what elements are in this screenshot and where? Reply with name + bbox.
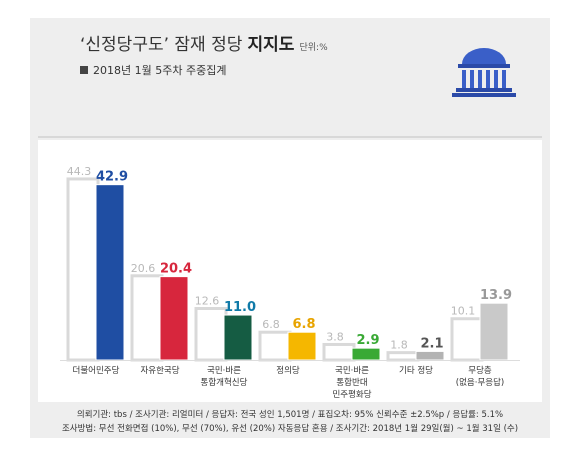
category-label: 자유한국당	[140, 365, 179, 376]
chart-title: ‘신정당구도’ 잠재 정당 지지도 단위:%	[80, 30, 328, 55]
bar-current	[95, 184, 125, 361]
category-label: 국민·바른	[207, 365, 241, 376]
bar-current	[415, 350, 445, 361]
value-label-prev: 6.8	[262, 318, 280, 331]
square-bullet-icon	[80, 66, 88, 74]
national-assembly-icon	[448, 40, 520, 106]
value-label-prev: 10.1	[451, 305, 476, 318]
bar-current	[287, 331, 317, 361]
footnote-line-1: 의뢰기관: tbs / 조사기관: 리얼미터 / 응답자: 전국 성인 1,50…	[76, 410, 504, 420]
value-label-prev: 1.8	[390, 339, 408, 352]
bar-prev	[258, 330, 292, 362]
category-label: 국민·바른	[335, 365, 369, 376]
footnote-line-2: 조사방법: 무선 전화면접 (10%), 무선 (70%), 유선 (20%) …	[61, 424, 519, 434]
value-label-current: 42.9	[96, 170, 128, 185]
category-label: 기타 정당	[399, 365, 433, 376]
unit-label: 단위:%	[299, 43, 328, 53]
value-label-current: 2.1	[420, 336, 443, 351]
category-label: 정의당	[276, 365, 300, 376]
category-label: 더불어민주당	[73, 365, 120, 376]
title-main: ‘신정당구도’ 잠재 정당	[80, 35, 243, 55]
chart-subtitle: 2018년 1월 5주차 주중집계	[80, 62, 226, 78]
bar-current	[479, 302, 509, 361]
category-label: 통합반대	[336, 377, 367, 388]
bar-prev	[450, 317, 484, 362]
value-label-current: 11.0	[224, 300, 256, 315]
value-label-current: 2.9	[356, 333, 379, 348]
category-label: 통합개혁신당	[201, 377, 248, 388]
bar-prev	[66, 177, 100, 362]
bar-prev	[386, 351, 420, 362]
value-label-prev: 3.8	[326, 330, 344, 343]
divider	[38, 136, 542, 138]
category-label: (없음·무응답)	[456, 377, 504, 388]
value-label-current: 20.4	[160, 262, 192, 277]
category-label: 민주평화당	[332, 389, 371, 400]
value-label-prev: 12.6	[195, 295, 220, 308]
value-label-prev: 20.6	[131, 262, 156, 275]
bar-current	[351, 347, 381, 361]
title-bold: 지지도	[247, 35, 295, 55]
bar-prev	[322, 342, 356, 362]
value-label-current: 6.8	[292, 317, 315, 332]
bar-current	[159, 276, 189, 361]
value-label-prev: 44.3	[67, 165, 92, 178]
value-label-current: 13.9	[480, 288, 512, 303]
bar-prev	[130, 274, 164, 362]
category-label: 무당층	[468, 365, 492, 376]
bar-current	[223, 314, 253, 361]
bar-prev	[194, 307, 228, 362]
subtitle-text: 2018년 1월 5주차 주중집계	[93, 64, 227, 77]
